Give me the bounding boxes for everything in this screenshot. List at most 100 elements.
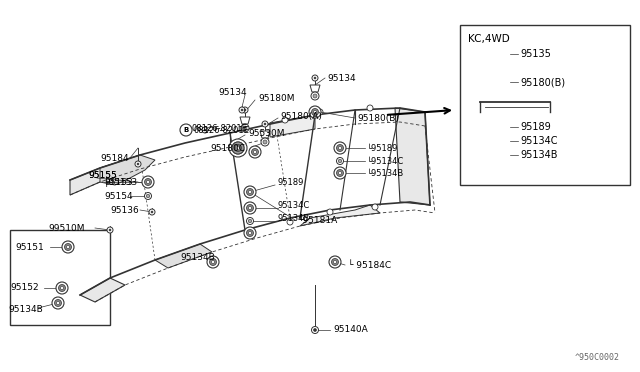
- Circle shape: [504, 149, 516, 161]
- Text: 95134: 95134: [327, 74, 356, 83]
- Circle shape: [312, 109, 319, 115]
- Circle shape: [239, 107, 245, 113]
- Circle shape: [253, 151, 257, 154]
- Circle shape: [314, 77, 316, 79]
- Circle shape: [207, 256, 219, 268]
- Text: 95134B: 95134B: [8, 305, 43, 314]
- Text: 95155: 95155: [88, 170, 116, 180]
- Circle shape: [262, 121, 268, 127]
- Circle shape: [507, 45, 513, 51]
- Circle shape: [334, 167, 346, 179]
- Circle shape: [506, 138, 513, 144]
- Circle shape: [56, 282, 68, 294]
- Circle shape: [243, 126, 247, 130]
- Text: KC,4WD: KC,4WD: [468, 34, 509, 44]
- Circle shape: [241, 124, 249, 132]
- Text: 95134B: 95134B: [278, 214, 310, 222]
- Circle shape: [145, 179, 152, 186]
- Circle shape: [180, 124, 192, 136]
- Circle shape: [135, 161, 141, 167]
- Circle shape: [248, 231, 252, 234]
- Text: ├95153: ├95153: [104, 177, 138, 187]
- Text: 08126-8201E: 08126-8201E: [194, 125, 250, 135]
- Circle shape: [209, 259, 216, 266]
- Text: 95180(B): 95180(B): [520, 77, 565, 87]
- Circle shape: [263, 140, 267, 144]
- Circle shape: [509, 125, 511, 128]
- Circle shape: [509, 80, 511, 83]
- Circle shape: [337, 170, 344, 176]
- Circle shape: [246, 189, 253, 196]
- Text: 95152: 95152: [10, 283, 38, 292]
- Circle shape: [339, 171, 342, 174]
- Circle shape: [264, 123, 266, 125]
- Polygon shape: [155, 244, 212, 268]
- Text: 99510M: 99510M: [48, 224, 84, 232]
- Circle shape: [145, 192, 152, 199]
- Polygon shape: [270, 115, 315, 137]
- Text: └ 95184C: └ 95184C: [348, 260, 391, 269]
- Polygon shape: [310, 85, 320, 92]
- Circle shape: [244, 109, 246, 111]
- Circle shape: [52, 297, 64, 309]
- Circle shape: [314, 110, 317, 113]
- Polygon shape: [505, 55, 515, 62]
- Circle shape: [54, 299, 61, 307]
- Circle shape: [149, 209, 155, 215]
- Circle shape: [107, 227, 113, 233]
- Text: 95134B: 95134B: [180, 253, 215, 263]
- Circle shape: [309, 106, 321, 118]
- Text: └95134C: └95134C: [367, 157, 404, 166]
- Circle shape: [62, 241, 74, 253]
- Text: └95134B: └95134B: [367, 169, 404, 177]
- Text: 95134C: 95134C: [520, 136, 557, 146]
- Circle shape: [337, 144, 344, 151]
- Circle shape: [204, 129, 206, 131]
- Text: 95180(A): 95180(A): [280, 112, 322, 121]
- Circle shape: [333, 260, 337, 263]
- Text: 95140A: 95140A: [333, 326, 368, 334]
- Text: 08126-8201E: 08126-8201E: [192, 124, 248, 132]
- Circle shape: [504, 121, 516, 133]
- Circle shape: [506, 124, 513, 131]
- Circle shape: [234, 144, 241, 151]
- Circle shape: [312, 75, 318, 81]
- Circle shape: [508, 64, 512, 68]
- Circle shape: [147, 180, 150, 183]
- Circle shape: [339, 147, 342, 150]
- Circle shape: [151, 211, 153, 213]
- Circle shape: [246, 218, 253, 224]
- Circle shape: [508, 139, 512, 143]
- Circle shape: [509, 47, 511, 49]
- Circle shape: [287, 219, 293, 225]
- Circle shape: [312, 327, 319, 334]
- Text: 95180(B): 95180(B): [357, 113, 399, 122]
- Text: B: B: [184, 127, 189, 133]
- Circle shape: [248, 219, 252, 223]
- Circle shape: [211, 260, 214, 263]
- Circle shape: [142, 176, 154, 188]
- Polygon shape: [70, 155, 140, 195]
- Polygon shape: [240, 117, 250, 124]
- Circle shape: [327, 209, 333, 215]
- Text: 95189: 95189: [278, 177, 305, 186]
- Circle shape: [67, 246, 70, 248]
- Text: 95154: 95154: [104, 192, 132, 201]
- FancyBboxPatch shape: [10, 230, 110, 325]
- Circle shape: [329, 256, 341, 268]
- Circle shape: [246, 230, 253, 237]
- Text: ^950C0002: ^950C0002: [575, 353, 620, 362]
- Circle shape: [147, 194, 150, 198]
- Circle shape: [509, 154, 511, 157]
- Circle shape: [241, 109, 243, 111]
- Circle shape: [56, 301, 60, 305]
- Circle shape: [232, 142, 244, 154]
- Polygon shape: [395, 108, 430, 205]
- Circle shape: [58, 285, 65, 292]
- Text: 95155: 95155: [88, 170, 116, 180]
- Circle shape: [339, 159, 342, 163]
- Text: 95153: 95153: [104, 177, 132, 186]
- Polygon shape: [260, 131, 270, 138]
- Circle shape: [506, 78, 513, 86]
- Circle shape: [242, 107, 248, 113]
